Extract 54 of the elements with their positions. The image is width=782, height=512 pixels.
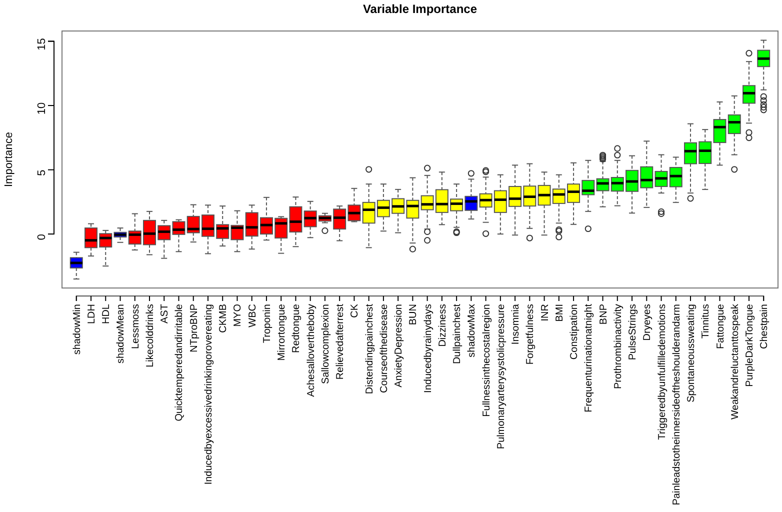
x-tick-label: Insomnia [510,304,522,345]
x-tick-label: PulseStrings [628,304,639,360]
x-tick-label: Achesallovertheboby [306,304,317,397]
y-tick-label: 15 [36,38,48,50]
x-tick-label: AST [160,304,171,324]
x-tick-label: Troponin [262,304,273,344]
x-tick-label: Redtongue [291,304,302,353]
x-tick-label: Weakandreluctanttospeak [730,303,741,420]
chart-title: Variable Importance [362,2,478,16]
y-axis-title: Importance [3,132,15,188]
x-tick-label: LDH [86,304,98,324]
x-tick-label: Prothrombinactivity [612,304,624,390]
x-tick-label: CKMB [218,304,230,333]
y-tick-label: 5 [36,170,48,176]
x-tick-label: Lessmoss [130,304,142,350]
x-tick-label: Fattongue [715,304,726,350]
y-tick-label: 10 [36,102,48,115]
x-tick-label: Tinnitus [700,304,712,339]
x-tick-label: HDL [101,304,112,324]
x-tick-label: Triggeredbyunfulfilledemotions [656,304,668,440]
x-tick-label: Relievedafterrest [335,304,346,380]
x-tick-label: Painleadstotheinnersideoftheshoulderandarm [671,304,682,506]
x-tick-label: Dryeyes [642,304,654,341]
x-tick-label: Constipation [569,304,580,360]
x-tick-label: Mirrortongue [276,304,288,361]
x-tick-label: Likecolddrinks [144,304,156,368]
x-tick-label: Pulmonaryarterysystolicpressure [496,304,507,450]
x-tick-label: NTproBNP [188,304,200,352]
x-tick-label: Courseofthedisease [378,304,390,393]
x-tick-label: Inducedbyrainydays [422,304,434,393]
x-tick-label: Dizziness [437,304,448,347]
x-tick-label: Sallowcomplexion [320,304,332,384]
x-tick-label: Forgetfulness [525,304,536,365]
x-tick-label: Dullpainchest [452,304,464,364]
x-tick-label: shadowMax [466,304,478,358]
x-tick-label: Fullnessinthecostalregion [481,304,492,417]
x-tick-label: Chestpain [759,304,770,350]
x-tick-label: PurpleDarkTongue [744,304,756,387]
x-tick-label: BMI [554,304,566,322]
y-tick-label: 0 [36,234,48,240]
x-tick-label: Inducedbyexcessivedrinkingorovereating [203,304,214,485]
x-tick-label: AnxietyDepression [394,304,405,388]
x-tick-label: shadowMean [116,304,127,364]
x-tick-label: CK [350,304,361,318]
x-tick-label: MYO [232,304,244,327]
x-tick-label: Spontaneoussweating [686,304,698,402]
x-tick-label: BUN [408,304,420,326]
x-tick-label: Quicktemperedandirritable [174,304,186,422]
x-tick-label: BNP [598,304,610,325]
x-tick-label: WBC [247,304,258,328]
x-tick-label: Frequenturinationatnight [584,304,595,412]
x-tick-label: shadowMin [72,304,83,355]
x-tick-label: Distendingpainchest [364,304,376,394]
x-tick-label: INR [540,304,551,322]
